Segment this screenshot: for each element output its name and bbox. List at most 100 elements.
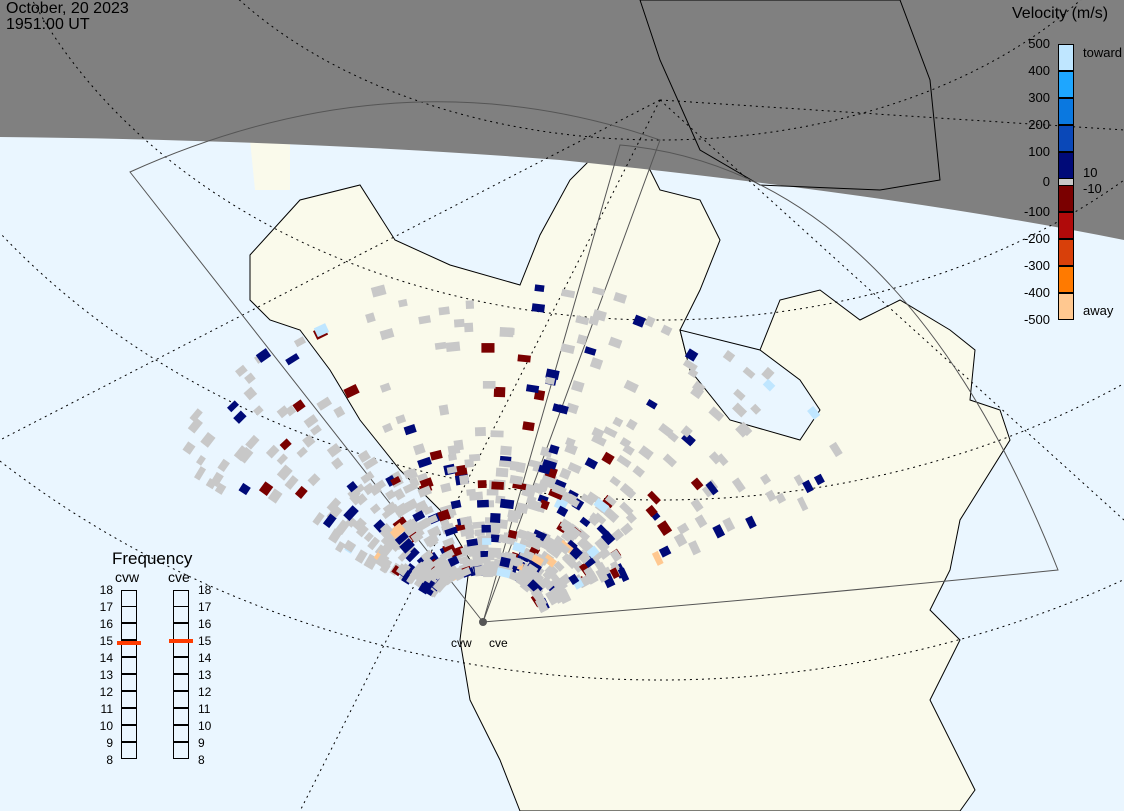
velocity-cell (531, 575, 548, 592)
velocity-cell (701, 483, 716, 498)
velocity-cell (379, 382, 392, 393)
velocity-cell (775, 492, 787, 504)
colorbar-segment (1058, 185, 1074, 212)
velocity-cell (600, 530, 616, 546)
velocity-cell (303, 414, 319, 429)
velocity-cell (625, 418, 638, 431)
frequency-cell (121, 725, 137, 742)
velocity-cell (624, 487, 637, 500)
velocity-cell (538, 499, 550, 510)
velocity-cell (571, 380, 585, 393)
velocity-cell (326, 497, 342, 513)
velocity-cell (580, 493, 596, 506)
frequency-cell (173, 606, 189, 623)
velocity-cell (632, 465, 645, 478)
colorbar-gs-upper: 10 (1083, 165, 1098, 180)
velocity-cell (651, 550, 664, 566)
velocity-cell (567, 526, 582, 540)
velocity-cell (362, 482, 376, 496)
velocity-cell (519, 538, 533, 549)
velocity-cell (296, 446, 308, 458)
velocity-cell (560, 529, 577, 545)
frequency-cell (121, 691, 137, 708)
velocity-cell (591, 427, 605, 439)
velocity-cell (527, 560, 543, 573)
velocity-cell (200, 431, 216, 448)
frequency-tick-right: 17 (198, 600, 212, 614)
velocity-cell (813, 473, 825, 486)
velocity-cell (276, 405, 290, 419)
frequency-tick-left: 13 (99, 668, 113, 682)
velocity-cell (380, 562, 391, 573)
velocity-cell (457, 566, 472, 579)
velocity-cell (447, 453, 458, 461)
velocity-cell (367, 536, 380, 551)
frequency-tick-right: 13 (198, 668, 212, 682)
velocity-cell (501, 327, 515, 336)
velocity-cell (235, 364, 248, 378)
velocity-cell (419, 477, 434, 490)
velocity-cell (397, 548, 412, 562)
velocity-cell (477, 499, 489, 508)
velocity-cell (482, 538, 492, 545)
velocity-cell (552, 403, 565, 414)
frequency-cell (121, 606, 137, 623)
velocity-cell (466, 488, 476, 496)
velocity-cell (592, 309, 607, 322)
velocity-cell (431, 554, 449, 571)
map-title: October, 20 2023 1951:00 UT (6, 1, 129, 33)
velocity-cell (542, 570, 554, 581)
frequency-tick-left: 9 (106, 736, 113, 750)
velocity-cell (559, 518, 572, 530)
velocity-cell (765, 489, 777, 502)
velocity-cell (566, 552, 578, 564)
velocity-cell (522, 421, 535, 432)
frequency-cell (121, 623, 137, 640)
velocity-cell (593, 498, 610, 513)
colorbar-segment (1058, 152, 1074, 179)
velocity-cell (690, 498, 704, 513)
velocity-cell (558, 573, 572, 587)
velocity-cell (467, 546, 480, 558)
velocity-cell (489, 567, 499, 576)
colorbar-segment (1058, 239, 1074, 266)
velocity-cell (474, 565, 487, 577)
velocity-cell (397, 298, 408, 308)
frequency-tick-left: 14 (99, 651, 113, 665)
colorbar-segment (1058, 44, 1074, 71)
velocity-cell (409, 564, 424, 580)
velocity-cell (355, 524, 369, 538)
velocity-cell (549, 585, 564, 601)
velocity-cell (417, 485, 432, 498)
velocity-cell (442, 537, 455, 548)
velocity-cell (425, 514, 439, 525)
velocity-cell (442, 542, 456, 554)
velocity-cell (459, 474, 469, 486)
velocity-cell (632, 314, 646, 328)
velocity-cell (525, 384, 540, 394)
velocity-cell (712, 524, 726, 539)
velocity-cell (708, 406, 725, 422)
frequency-tick-right: 18 (198, 583, 212, 597)
velocity-cell (647, 490, 661, 505)
frequency-tick-right: 14 (198, 651, 212, 665)
frequency-cell (121, 674, 137, 691)
velocity-cell (444, 526, 458, 537)
velocity-cell (545, 376, 556, 386)
frequency-cell (173, 623, 189, 640)
velocity-cell (673, 532, 688, 548)
velocity-cell (423, 505, 434, 516)
frequency-tick-right: 9 (198, 736, 205, 750)
colorbar-title: Velocity (m/s) (1012, 5, 1109, 22)
velocity-cell (496, 567, 511, 579)
velocity-cell (284, 475, 299, 490)
radar-label-cvw: cvw (451, 636, 472, 650)
velocity-cell (417, 456, 432, 469)
velocity-cell (560, 343, 576, 355)
frequency-cell (121, 708, 137, 725)
velocity-cell (363, 531, 374, 543)
velocity-cell (418, 580, 432, 595)
velocity-cell (562, 491, 578, 505)
velocity-cell (349, 492, 363, 506)
